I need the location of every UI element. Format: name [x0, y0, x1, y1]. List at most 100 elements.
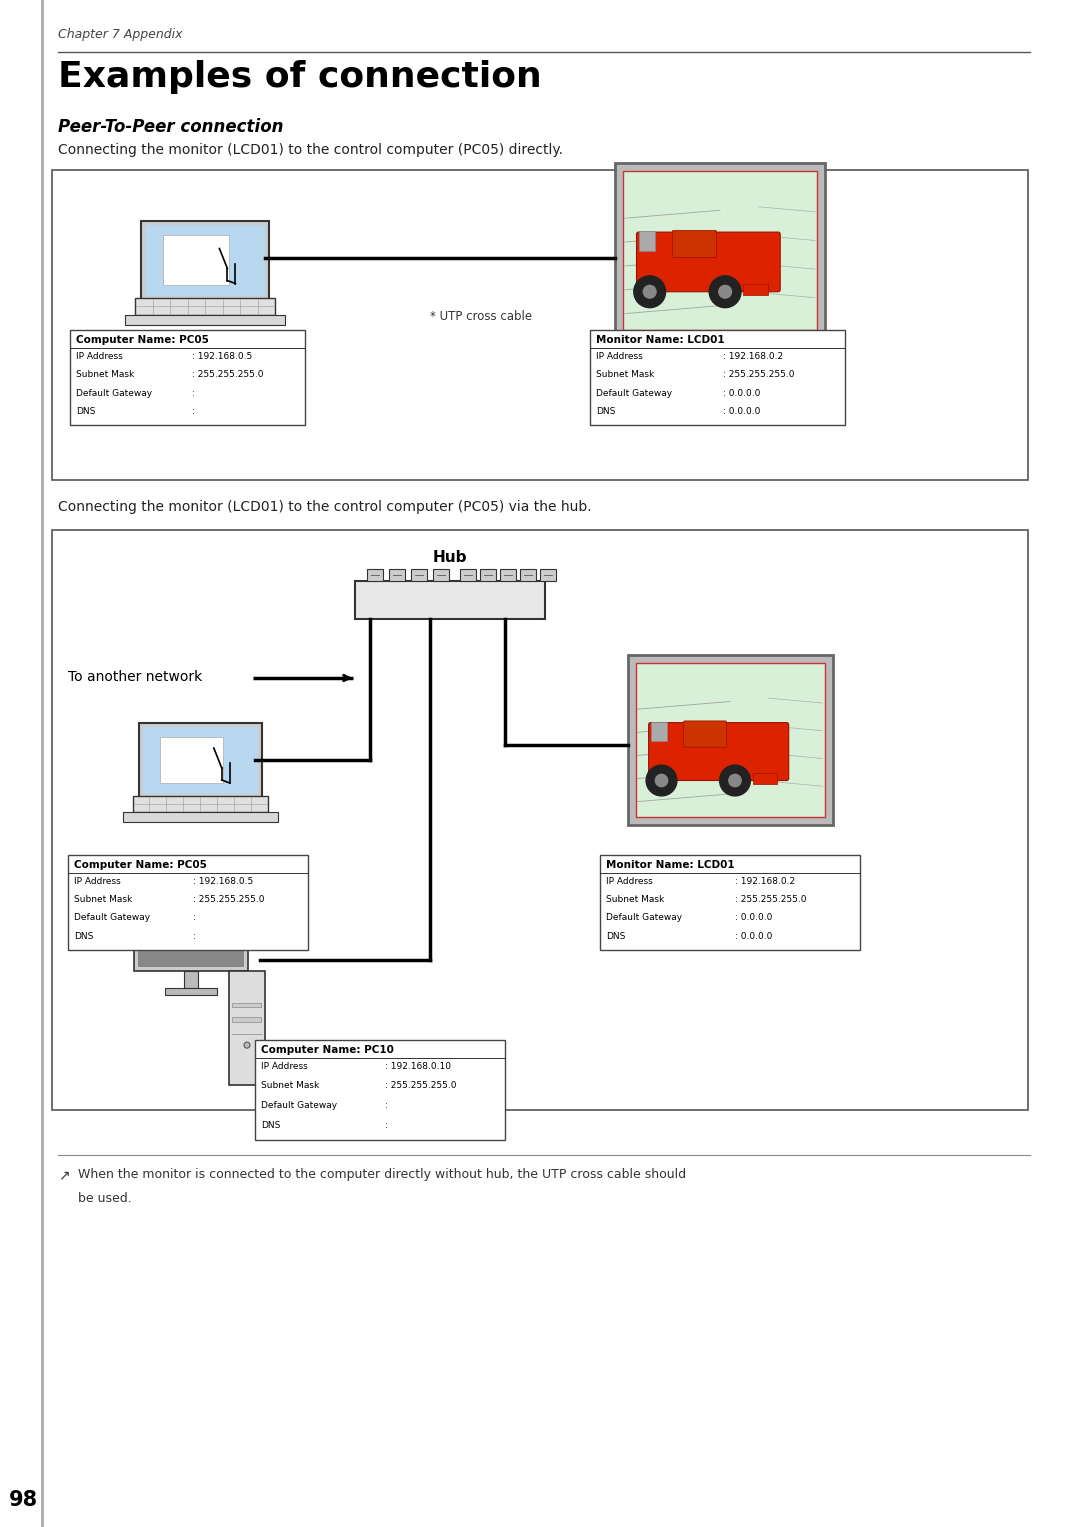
- Text: :: :: [192, 388, 195, 397]
- FancyBboxPatch shape: [70, 330, 305, 425]
- FancyBboxPatch shape: [141, 220, 269, 299]
- FancyBboxPatch shape: [636, 232, 780, 292]
- FancyBboxPatch shape: [480, 570, 496, 580]
- Text: Default Gateway: Default Gateway: [75, 913, 150, 922]
- FancyBboxPatch shape: [138, 722, 261, 797]
- Text: DNS: DNS: [75, 931, 93, 941]
- FancyBboxPatch shape: [650, 722, 667, 741]
- FancyBboxPatch shape: [138, 886, 244, 967]
- FancyBboxPatch shape: [389, 570, 405, 580]
- FancyBboxPatch shape: [673, 231, 716, 258]
- Text: IP Address: IP Address: [75, 876, 121, 886]
- FancyBboxPatch shape: [411, 570, 427, 580]
- Circle shape: [644, 286, 656, 298]
- Text: : 0.0.0.0: : 0.0.0.0: [723, 388, 760, 397]
- Text: Hub: Hub: [433, 550, 468, 565]
- FancyBboxPatch shape: [519, 570, 536, 580]
- Text: DNS: DNS: [76, 406, 95, 415]
- Circle shape: [710, 276, 741, 307]
- FancyBboxPatch shape: [649, 722, 788, 780]
- FancyBboxPatch shape: [638, 231, 656, 250]
- Circle shape: [244, 1041, 249, 1048]
- Text: Subnet Mask: Subnet Mask: [75, 895, 132, 904]
- Text: * UTP cross cable: * UTP cross cable: [430, 310, 532, 324]
- Circle shape: [634, 276, 665, 307]
- Text: Subnet Mask: Subnet Mask: [606, 895, 664, 904]
- Text: : 192.168.0.2: : 192.168.0.2: [735, 876, 795, 886]
- FancyBboxPatch shape: [122, 811, 278, 822]
- FancyBboxPatch shape: [135, 298, 275, 315]
- Text: Computer Name: PC05: Computer Name: PC05: [76, 334, 208, 345]
- Circle shape: [719, 286, 731, 298]
- Text: : 192.168.0.2: : 192.168.0.2: [723, 353, 783, 360]
- Text: : 255.255.255.0: : 255.255.255.0: [384, 1081, 457, 1090]
- FancyBboxPatch shape: [623, 171, 816, 330]
- Text: Subnet Mask: Subnet Mask: [76, 370, 134, 379]
- Circle shape: [719, 765, 751, 796]
- Text: : 0.0.0.0: : 0.0.0.0: [735, 931, 772, 941]
- FancyBboxPatch shape: [232, 1017, 261, 1022]
- FancyBboxPatch shape: [52, 169, 1028, 479]
- Text: Monitor Name: LCD01: Monitor Name: LCD01: [606, 860, 734, 870]
- FancyBboxPatch shape: [163, 235, 229, 286]
- FancyBboxPatch shape: [753, 773, 778, 783]
- FancyBboxPatch shape: [433, 570, 449, 580]
- Text: IP Address: IP Address: [606, 876, 652, 886]
- Text: DNS: DNS: [606, 931, 625, 941]
- FancyBboxPatch shape: [367, 570, 383, 580]
- Text: IP Address: IP Address: [76, 353, 123, 360]
- Text: DNS: DNS: [261, 1121, 281, 1130]
- Text: Default Gateway: Default Gateway: [261, 1101, 337, 1110]
- Text: 98: 98: [9, 1490, 38, 1510]
- FancyBboxPatch shape: [184, 971, 198, 988]
- Text: : 0.0.0.0: : 0.0.0.0: [735, 913, 772, 922]
- Text: Chapter 7 Appendix: Chapter 7 Appendix: [58, 27, 183, 41]
- Text: Connecting the monitor (LCD01) to the control computer (PC05) directly.: Connecting the monitor (LCD01) to the co…: [58, 144, 563, 157]
- FancyBboxPatch shape: [133, 796, 268, 811]
- Text: : 192.168.0.5: : 192.168.0.5: [193, 876, 253, 886]
- FancyBboxPatch shape: [229, 971, 265, 1086]
- FancyBboxPatch shape: [684, 721, 727, 747]
- FancyBboxPatch shape: [143, 727, 257, 794]
- Text: be used.: be used.: [78, 1193, 132, 1205]
- FancyBboxPatch shape: [600, 855, 860, 950]
- FancyBboxPatch shape: [635, 663, 824, 817]
- Text: Subnet Mask: Subnet Mask: [261, 1081, 320, 1090]
- Text: Peer-To-Peer connection: Peer-To-Peer connection: [58, 118, 283, 136]
- FancyBboxPatch shape: [540, 570, 556, 580]
- Text: Default Gateway: Default Gateway: [76, 388, 152, 397]
- FancyBboxPatch shape: [145, 224, 265, 296]
- FancyBboxPatch shape: [355, 580, 545, 618]
- Text: Connecting the monitor (LCD01) to the control computer (PC05) via the hub.: Connecting the monitor (LCD01) to the co…: [58, 499, 592, 515]
- Text: Monitor Name: LCD01: Monitor Name: LCD01: [596, 334, 725, 345]
- Text: : 0.0.0.0: : 0.0.0.0: [723, 406, 760, 415]
- Text: ↗: ↗: [58, 1168, 69, 1182]
- FancyBboxPatch shape: [255, 1040, 505, 1141]
- Text: IP Address: IP Address: [261, 1061, 308, 1070]
- Text: Default Gateway: Default Gateway: [606, 913, 683, 922]
- Circle shape: [656, 774, 667, 786]
- FancyBboxPatch shape: [627, 655, 833, 825]
- Text: Examples of connection: Examples of connection: [58, 60, 542, 95]
- Text: Subnet Mask: Subnet Mask: [596, 370, 654, 379]
- Text: : 255.255.255.0: : 255.255.255.0: [723, 370, 794, 379]
- Text: Default Gateway: Default Gateway: [596, 388, 672, 397]
- Text: When the monitor is connected to the computer directly without hub, the UTP cros: When the monitor is connected to the com…: [78, 1168, 686, 1180]
- FancyBboxPatch shape: [743, 284, 769, 295]
- Text: : 192.168.0.10: : 192.168.0.10: [384, 1061, 451, 1070]
- FancyBboxPatch shape: [125, 315, 285, 325]
- Text: : 255.255.255.0: : 255.255.255.0: [735, 895, 807, 904]
- Text: :: :: [193, 913, 195, 922]
- Text: DNS: DNS: [596, 406, 616, 415]
- Circle shape: [646, 765, 677, 796]
- Text: :: :: [384, 1121, 388, 1130]
- FancyBboxPatch shape: [160, 736, 222, 783]
- FancyBboxPatch shape: [460, 570, 476, 580]
- Text: : 255.255.255.0: : 255.255.255.0: [193, 895, 265, 904]
- Text: : 255.255.255.0: : 255.255.255.0: [192, 370, 264, 379]
- Text: :: :: [384, 1101, 388, 1110]
- Text: To another network: To another network: [68, 670, 202, 684]
- FancyBboxPatch shape: [52, 530, 1028, 1110]
- FancyBboxPatch shape: [500, 570, 516, 580]
- Text: :: :: [193, 931, 195, 941]
